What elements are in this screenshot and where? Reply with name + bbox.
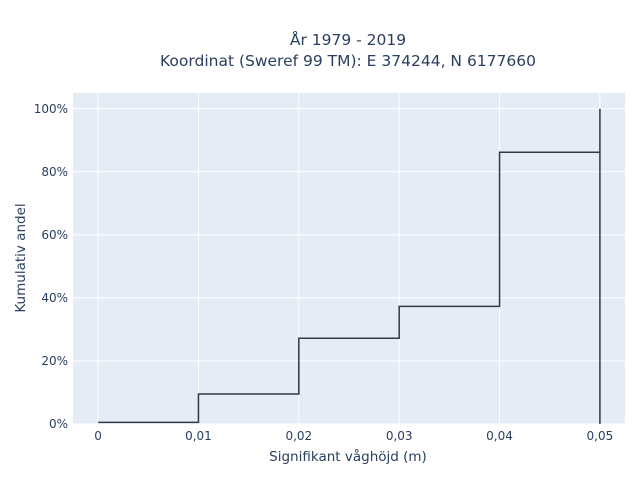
y-tick-label: 40%: [41, 291, 68, 305]
x-tick-label: 0,02: [285, 429, 312, 443]
y-tick-label: 20%: [41, 354, 68, 368]
x-tick-label: 0,03: [386, 429, 413, 443]
series-line-0: [98, 108, 601, 424]
x-tick-label: 0,05: [587, 429, 614, 443]
y-axis-title: Kumulativ andel: [13, 203, 29, 312]
plot-area: [73, 93, 625, 424]
x-tick-label: 0,01: [185, 429, 212, 443]
series-layer: [98, 108, 601, 424]
y-tick-label: 0%: [49, 417, 68, 431]
chart-title-line-2: Koordinat (Sweref 99 TM): E 374244, N 61…: [160, 52, 536, 70]
x-axis-ticks: 0 0,01 0,02 0,03 0,04 0,05: [94, 429, 613, 443]
y-axis-ticks: 0% 20% 40% 60% 80% 100%: [34, 102, 68, 431]
x-tick-label: 0: [94, 429, 102, 443]
chart-title-line-1: År 1979 - 2019: [290, 30, 406, 49]
y-tick-label: 80%: [41, 165, 68, 179]
y-tick-label: 100%: [34, 102, 68, 116]
x-axis-title: Signifikant våghöjd (m): [269, 448, 427, 465]
y-tick-label: 60%: [41, 228, 68, 242]
x-tick-label: 0,04: [486, 429, 513, 443]
